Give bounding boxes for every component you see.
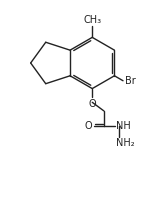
Text: Br: Br	[125, 76, 135, 86]
Text: NH: NH	[116, 121, 131, 131]
Text: O: O	[88, 99, 96, 109]
Text: O: O	[84, 121, 92, 131]
Text: NH₂: NH₂	[116, 138, 135, 148]
Text: CH₃: CH₃	[83, 15, 101, 25]
